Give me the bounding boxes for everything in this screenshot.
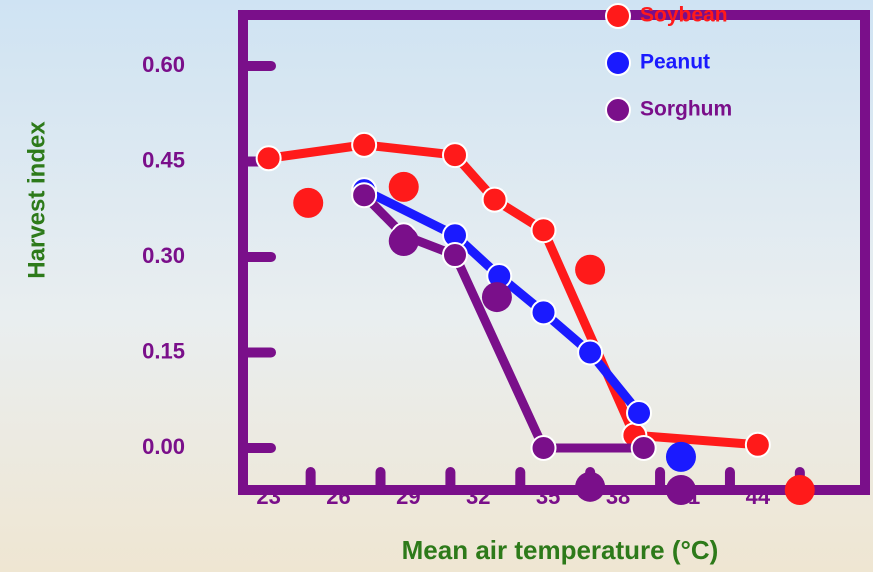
x-tick-label: 29 (396, 484, 420, 509)
point (257, 146, 281, 170)
x-tick-label: 38 (606, 484, 630, 509)
point (666, 442, 696, 472)
y-tick-label: 0.45 (142, 147, 185, 172)
y-tick-label: 0.30 (142, 243, 185, 268)
legend-label: Sorghum (640, 98, 732, 121)
x-tick-label: 23 (256, 484, 280, 509)
x-tick-label: 35 (536, 484, 560, 509)
point (578, 340, 602, 364)
legend-marker (606, 51, 630, 75)
point (575, 472, 605, 502)
x-tick-label: 32 (466, 484, 490, 509)
legend-label: Soybean (640, 4, 728, 27)
point (746, 433, 770, 457)
legend-label: Peanut (640, 51, 710, 74)
y-tick-label: 0.00 (142, 434, 185, 459)
point (627, 401, 651, 425)
point (352, 183, 376, 207)
point (443, 243, 467, 267)
point (482, 282, 512, 312)
point (389, 172, 419, 202)
y-tick-label: 0.60 (142, 52, 185, 77)
x-tick-label: 26 (326, 484, 350, 509)
point (532, 436, 556, 460)
point (483, 188, 507, 212)
point (575, 255, 605, 285)
point (389, 226, 419, 256)
chart: Mean air temperature (°C) Harvest index … (0, 0, 873, 572)
point (293, 188, 323, 218)
legend-marker (606, 4, 630, 28)
point (532, 300, 556, 324)
point (666, 475, 696, 505)
point (785, 475, 815, 505)
point (443, 143, 467, 167)
legend-marker (606, 98, 630, 122)
y-tick-label: 0.15 (142, 338, 185, 363)
x-axis-title: Mean air temperature (°C) (402, 535, 719, 565)
point (632, 436, 656, 460)
x-tick-label: 44 (746, 484, 771, 509)
point (352, 133, 376, 157)
point (532, 218, 556, 242)
y-axis-title: Harvest index (23, 121, 50, 279)
